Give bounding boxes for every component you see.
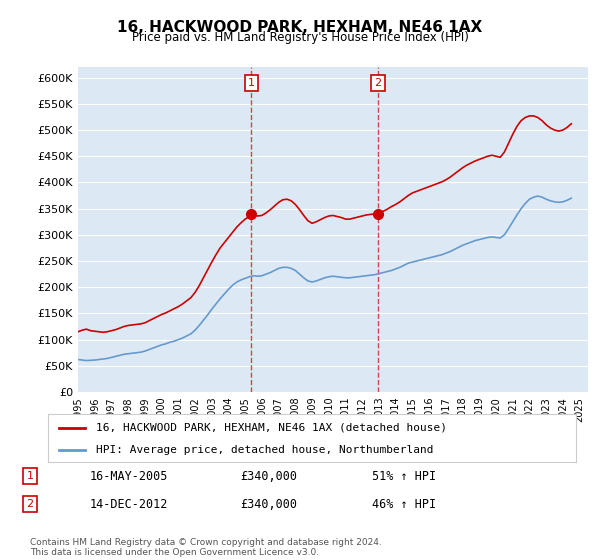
Text: 2: 2 (26, 499, 34, 509)
Text: HPI: Average price, detached house, Northumberland: HPI: Average price, detached house, Nort… (95, 445, 433, 455)
Text: 1: 1 (26, 471, 34, 481)
Text: 16-MAY-2005: 16-MAY-2005 (90, 469, 169, 483)
Text: 46% ↑ HPI: 46% ↑ HPI (372, 497, 436, 511)
Text: 16, HACKWOOD PARK, HEXHAM, NE46 1AX (detached house): 16, HACKWOOD PARK, HEXHAM, NE46 1AX (det… (95, 423, 446, 433)
Text: 51% ↑ HPI: 51% ↑ HPI (372, 469, 436, 483)
Text: £340,000: £340,000 (240, 469, 297, 483)
Text: 14-DEC-2012: 14-DEC-2012 (90, 497, 169, 511)
Text: £340,000: £340,000 (240, 497, 297, 511)
Text: 16, HACKWOOD PARK, HEXHAM, NE46 1AX: 16, HACKWOOD PARK, HEXHAM, NE46 1AX (118, 20, 482, 35)
Text: 2: 2 (374, 78, 382, 88)
Text: Contains HM Land Registry data © Crown copyright and database right 2024.
This d: Contains HM Land Registry data © Crown c… (30, 538, 382, 557)
Text: Price paid vs. HM Land Registry's House Price Index (HPI): Price paid vs. HM Land Registry's House … (131, 31, 469, 44)
Text: 1: 1 (248, 78, 255, 88)
